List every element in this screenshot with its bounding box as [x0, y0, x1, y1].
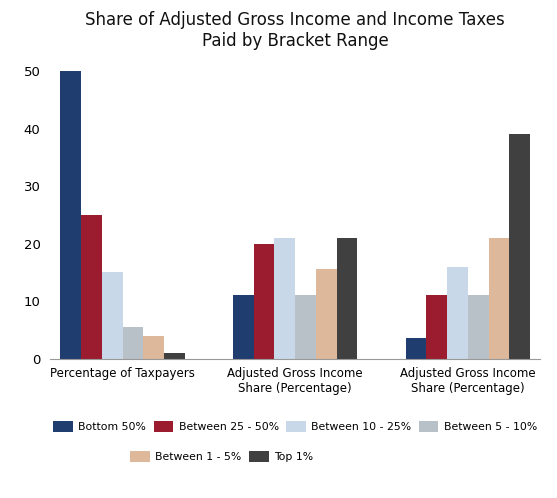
Legend: Between 1 - 5%, Top 1%: Between 1 - 5%, Top 1%	[130, 451, 313, 462]
Bar	[143, 336, 164, 359]
Bar	[488, 238, 509, 359]
Bar	[123, 327, 143, 359]
Bar	[468, 295, 488, 359]
Bar	[275, 238, 295, 359]
Bar	[509, 134, 530, 359]
Bar	[447, 266, 468, 359]
Bar	[81, 215, 102, 359]
Bar	[102, 272, 123, 359]
Bar	[405, 339, 426, 359]
Bar	[164, 353, 185, 359]
Bar	[316, 269, 336, 359]
Title: Share of Adjusted Gross Income and Income Taxes
Paid by Bracket Range: Share of Adjusted Gross Income and Incom…	[85, 11, 505, 50]
Bar	[295, 295, 316, 359]
Bar	[426, 295, 447, 359]
Bar	[336, 238, 358, 359]
Bar	[254, 244, 275, 359]
Bar	[233, 295, 254, 359]
Bar	[61, 71, 81, 359]
